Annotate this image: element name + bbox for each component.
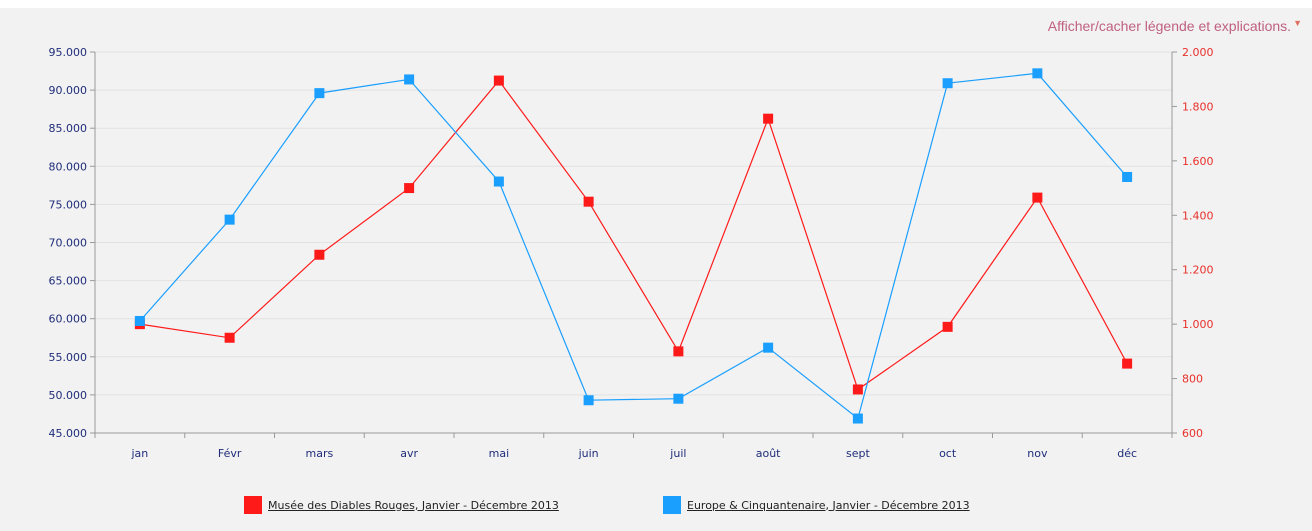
x-tick-label: juin — [578, 447, 599, 460]
series-1-point — [852, 384, 863, 395]
legend-label-series-2: Europe & Cinquantenaire, Janvier - Décem… — [687, 498, 970, 512]
x-tick-label: oct — [939, 447, 957, 460]
legend-swatch-series-1 — [244, 496, 262, 514]
y-left-tick-label: 85.000 — [49, 122, 88, 135]
series-line-1 — [139, 79, 1128, 391]
series-2-point — [583, 395, 594, 406]
series-2-point — [134, 315, 145, 326]
y-left-tick-label: 50.000 — [49, 389, 88, 402]
y-right-tick-label: 1.000 — [1182, 318, 1214, 331]
y-right-tick-label: 800 — [1182, 373, 1203, 386]
series-1-point — [673, 346, 684, 357]
legend-toggle-label: Afficher/cacher légende et explications. — [1047, 18, 1292, 34]
x-tick-label: août — [756, 447, 781, 460]
x-tick-label: avr — [400, 447, 418, 460]
series-2-point — [763, 342, 774, 353]
series-1-point — [942, 321, 953, 332]
series-1-point — [493, 75, 504, 86]
y-left-tick-label: 75.000 — [49, 198, 88, 211]
x-tick-label: déc — [1117, 447, 1137, 460]
series-line-2 — [139, 72, 1128, 420]
legend-label-series-1: Musée des Diables Rouges, Janvier - Déce… — [268, 498, 559, 512]
y-right-tick-label: 2.000 — [1182, 46, 1214, 59]
x-tick-label: juil — [669, 447, 686, 460]
y-left-tick-label: 70.000 — [49, 237, 88, 250]
chart-panel: Afficher/cacher légende et explications.… — [0, 8, 1312, 531]
y-left-tick-label: 45.000 — [49, 427, 88, 440]
series-1-point — [763, 113, 774, 124]
series-2-point — [673, 393, 684, 404]
series-1-point — [314, 249, 325, 260]
series-1-point — [404, 183, 415, 194]
series-1-point — [1122, 358, 1133, 369]
x-tick-label: jan — [130, 447, 148, 460]
x-tick-label: mai — [489, 447, 510, 460]
y-left-tick-label: 65.000 — [49, 275, 88, 288]
legend-toggle-link[interactable]: Afficher/cacher légende et explications.… — [1048, 18, 1302, 34]
series-2-point — [852, 413, 863, 424]
series-2-point — [404, 74, 415, 85]
y-left-tick-label: 55.000 — [49, 351, 88, 364]
caret-down-icon: ▼ — [1293, 18, 1302, 28]
legend-item-series-2[interactable]: Europe & Cinquantenaire, Janvier - Décem… — [663, 496, 970, 514]
series-2-point — [224, 214, 235, 225]
series-2-point — [493, 176, 504, 187]
series-1-point — [583, 196, 594, 207]
y-right-tick-label: 600 — [1182, 427, 1203, 440]
y-right-tick-label: 1.800 — [1182, 100, 1214, 113]
line-chart: 45.000 50.000 55.000 60.000 65.000 70.000 75.0… — [49, 46, 1214, 460]
y-left-tick-label: 90.000 — [49, 84, 88, 97]
legend-item-series-1[interactable]: Musée des Diables Rouges, Janvier - Déce… — [244, 496, 559, 514]
series-2-point — [942, 78, 953, 89]
series-2-point — [1122, 171, 1133, 182]
series-2-point — [314, 88, 325, 99]
y-right-tick-label: 1.200 — [1182, 264, 1214, 277]
y-left-tick-label: 60.000 — [49, 313, 88, 326]
y-right-tick-label: 1.400 — [1182, 209, 1214, 222]
y-right-tick-label: 1.600 — [1182, 155, 1214, 168]
y-left-tick-label: 95.000 — [49, 46, 88, 59]
legend-swatch-series-2 — [663, 496, 681, 514]
x-tick-label: Févr — [218, 447, 242, 460]
y-left-tick-label: 80.000 — [49, 160, 88, 173]
series-2-point — [1032, 68, 1043, 79]
x-tick-label: mars — [306, 447, 334, 460]
x-tick-label: nov — [1027, 447, 1048, 460]
series-1-point — [1032, 192, 1043, 203]
x-tick-label: sept — [846, 447, 870, 460]
series-1-point — [224, 332, 235, 343]
